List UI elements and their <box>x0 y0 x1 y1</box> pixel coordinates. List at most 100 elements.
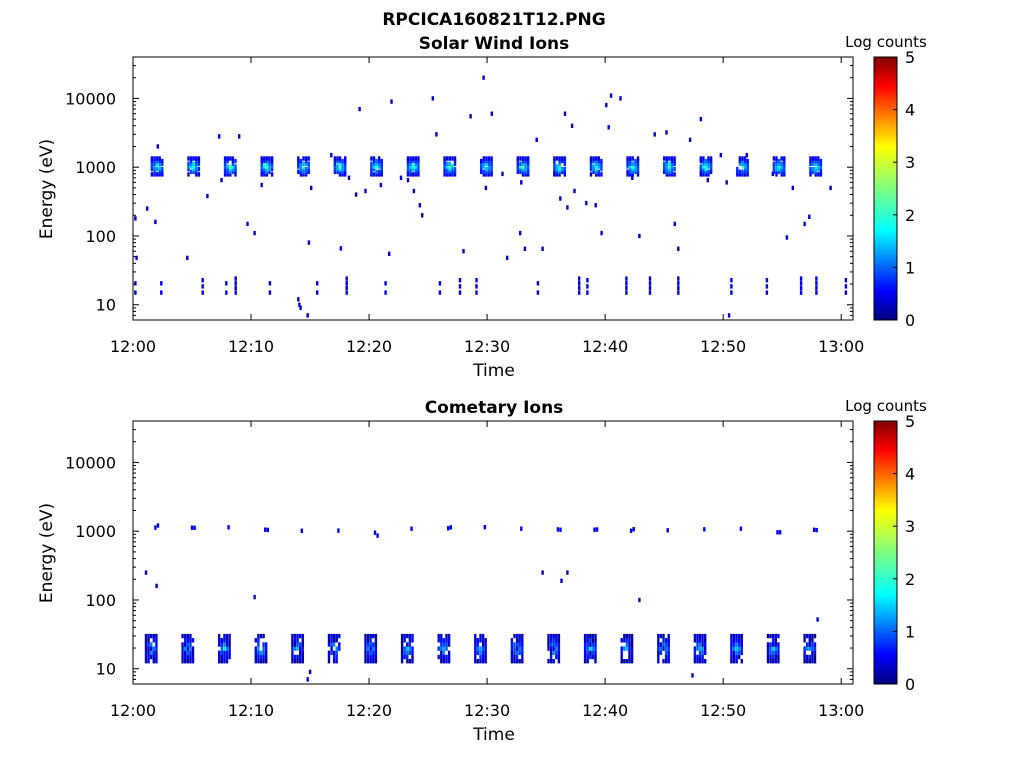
sweep-cell <box>527 158 530 164</box>
sweep-cell <box>336 166 339 172</box>
sweep-cell <box>403 646 406 651</box>
sweep-cell <box>153 158 156 164</box>
sweep-cell <box>555 654 558 660</box>
scatter-point <box>506 255 509 261</box>
sweep-cell <box>547 659 550 664</box>
sweep-cell <box>515 659 519 664</box>
sweep-cell <box>629 166 632 172</box>
sweep-cell <box>743 158 747 164</box>
panel-cometary: Cometary Ions Energy (eV) Time 101001000… <box>37 397 927 745</box>
sweep-cell <box>291 650 294 655</box>
scatter-point <box>155 583 158 589</box>
scatter-point <box>134 216 137 221</box>
sweep-cell <box>265 161 269 166</box>
sweep-cell <box>701 638 704 643</box>
sweep-cell <box>811 650 814 655</box>
sweep-cell <box>817 161 820 166</box>
colorbar-tick-label: 0 <box>905 311 915 330</box>
sweep-cell <box>625 633 629 639</box>
sweep-cell <box>811 156 815 161</box>
band-cell <box>345 276 348 281</box>
sweep-cell <box>474 650 477 655</box>
panel-title-cometary: Cometary Ions <box>425 398 564 418</box>
sweep-cell <box>161 161 164 166</box>
sweep-cell <box>481 654 485 660</box>
sweep-cell <box>408 642 412 647</box>
sweep-cell <box>809 172 812 177</box>
sweep-cell <box>662 646 665 651</box>
sweep-cell <box>147 642 150 647</box>
sweep-cell <box>693 646 697 651</box>
sweep-cell <box>262 646 265 651</box>
sweep-cell <box>341 161 344 166</box>
sweep-cell <box>702 164 705 169</box>
sweep-cell <box>330 633 333 639</box>
sweep-cell <box>707 164 710 169</box>
colorbar-tick-label: 1 <box>905 258 915 277</box>
sweep-cell <box>659 646 663 651</box>
band-cell <box>345 281 348 286</box>
sweep-cell <box>218 642 221 647</box>
sweep-cell <box>225 638 229 643</box>
sweep-cell <box>813 642 817 647</box>
sweep-cell <box>558 158 561 164</box>
sweep-cell <box>443 158 446 164</box>
sweep-cell <box>437 638 440 643</box>
sweep-cell <box>772 659 775 664</box>
sweep-cell <box>446 161 449 166</box>
sweep-cell <box>555 169 559 174</box>
sweep-cell <box>372 650 375 655</box>
scatter-point <box>144 570 148 575</box>
sweep-cell <box>780 169 783 174</box>
panel-solar-wind: Solar Wind Ions Energy (eV) Time 1010010… <box>37 33 927 381</box>
sweep-cell <box>628 633 631 639</box>
sweep-cell <box>474 638 477 643</box>
sweep-cell <box>813 650 817 655</box>
sweep-cell <box>366 638 370 643</box>
sweep-cell <box>302 156 305 161</box>
sweep-cell <box>813 659 817 664</box>
band-cell <box>586 278 589 283</box>
sweep-cell <box>594 646 597 651</box>
sweep-cell <box>515 638 519 643</box>
sweep-cell <box>777 654 780 660</box>
y-tick-label: 1000 <box>75 158 116 177</box>
sweep-cell <box>225 642 229 647</box>
sweep-cell <box>665 158 668 164</box>
sweep-cell <box>372 654 375 660</box>
sweep-cell <box>223 158 227 164</box>
sweep-cell <box>197 161 201 166</box>
sweep-cell <box>623 659 626 664</box>
sweep-cell <box>370 166 373 172</box>
sweep-cell <box>670 169 674 174</box>
sweep-cell <box>589 642 592 647</box>
sweep-cell <box>442 659 446 664</box>
sweep-cell <box>741 156 744 161</box>
sweep-cell <box>772 164 776 169</box>
sweep-cell <box>809 158 812 164</box>
band-cell <box>225 290 228 295</box>
sweep-cell <box>521 654 524 660</box>
sweep-cell <box>375 169 378 174</box>
data-cells <box>134 75 848 318</box>
sweep-cell <box>626 161 629 166</box>
sweep-cell <box>335 646 338 651</box>
sweep-cell <box>626 158 629 164</box>
sweep-cell <box>341 164 344 169</box>
sweep-cell <box>766 633 770 639</box>
sweep-cell <box>814 166 817 172</box>
sweep-cell <box>482 169 485 174</box>
sweep-cell <box>701 642 704 647</box>
sweep-cell <box>600 164 603 169</box>
band-cell <box>815 527 818 533</box>
sweep-cell <box>629 169 632 174</box>
sweep-cell <box>374 650 378 655</box>
sweep-cell <box>811 166 815 172</box>
sweep-cell <box>370 156 373 161</box>
sweep-cell <box>549 638 553 643</box>
sweep-cell <box>374 659 378 664</box>
sweep-cell <box>184 650 187 655</box>
sweep-cell <box>372 172 376 177</box>
sweep-cell <box>152 650 155 655</box>
sweep-cell <box>446 166 449 172</box>
